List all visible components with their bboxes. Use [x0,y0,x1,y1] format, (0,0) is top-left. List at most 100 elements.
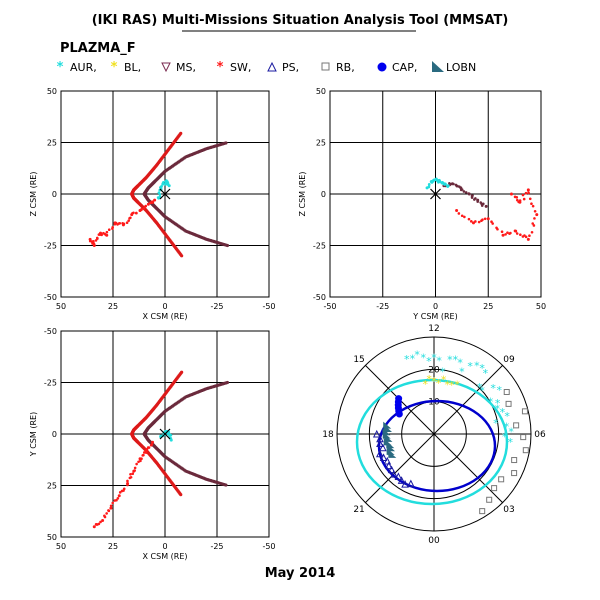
orbit-point [158,195,162,198]
orbit-point [140,208,143,212]
orbit-point [122,487,126,491]
orbit-point [146,202,150,206]
orbit-point [463,215,466,219]
orbit-point [524,235,528,239]
y-tick-label: -25 [44,379,57,388]
y-tick-label: -50 [44,293,57,302]
ps-marker [379,443,387,452]
orbit-point [133,469,136,472]
bl-marker: * [422,378,428,391]
y-tick-label: 0 [52,430,57,439]
rb-marker [491,485,498,492]
orbit-point [491,222,494,225]
bl-marker: * [431,375,437,388]
y-tick-label: 0 [321,190,326,199]
orbit-point [103,514,106,518]
orbit-point [467,217,471,221]
x-axis-title: X CSM (RE) [143,312,188,321]
orbit-point [107,509,110,512]
magnetopause-point [224,141,228,145]
rb-marker [486,496,493,503]
x-tick-label: -50 [262,542,275,551]
orbit-point [118,491,122,494]
cap-marker [395,395,403,403]
x-tick-label: -50 [323,302,336,311]
ps-marker [372,429,381,438]
orbit-point [530,202,533,206]
orbit-point [129,475,133,479]
orbit-point [105,230,109,234]
mlt-label: 09 [503,355,515,365]
bl-marker: * [449,379,455,392]
x-tick-label: 25 [108,302,118,311]
xy-panel: 50 25 0 -25 -50 -50 -25 0 25 50 X CSM (RE) Y CSM (R… [29,327,276,561]
orbit-point [160,185,163,188]
ps-marker [376,439,384,448]
auroral-oval [355,378,509,506]
x-tick-label: 50 [56,302,66,311]
orbit-point [438,179,441,183]
cap-boundary [377,399,497,493]
orbit-point [99,520,102,524]
aur-marker: * [483,367,489,380]
orbit-point [496,227,499,231]
polar-spoke [433,365,503,435]
y-tick-label: 25 [47,482,57,491]
legend-marker-5 [321,62,330,71]
y-axis-title: Y CSM (RE) [29,412,38,457]
aur-marker: * [477,381,483,394]
orbit-point [122,222,126,226]
x-tick-label: 50 [56,542,66,551]
orbit-point [481,218,484,222]
orbit-point [522,197,526,201]
x-axis-title: Y CSM (RE) [412,312,457,321]
orbit-point [107,228,111,232]
orbit-point [509,231,512,235]
lobn-marker [384,434,393,442]
ps-marker [407,479,415,488]
legend-marker-2 [161,62,171,73]
aur-marker: * [496,384,502,397]
x-tick-label: -50 [262,302,275,311]
aur-marker: * [420,351,426,364]
orbit-point [153,198,157,202]
orbit-point [142,207,146,210]
earth-marker [159,428,171,440]
orbit-point [125,221,129,225]
bl-marker: * [454,379,460,392]
orbit-point [533,209,537,213]
aur-marker: * [474,359,480,372]
x-tick-label: 0 [162,542,167,551]
rb-marker [503,389,510,396]
lobn-marker [388,450,397,458]
orbit-point [116,497,120,500]
orbit-point [455,208,459,212]
rb-marker [505,400,512,407]
y-tick-label: 0 [52,190,57,199]
orbit-point [462,190,466,193]
x-tick-label: -25 [376,302,389,311]
orbit-point [446,184,450,188]
aur-marker: * [495,397,501,410]
orbit-point [526,237,530,241]
legend-label-2: MS, [176,61,196,74]
radial-label: 10 [428,398,440,408]
orbit-point [500,230,504,234]
rb-marker [479,508,486,515]
orbit-point [515,198,519,202]
ps-marker [384,461,393,470]
orbit-point [443,183,446,186]
x-tick-label: 50 [536,302,546,311]
orbit-point [474,197,477,200]
orbit-point [94,239,98,242]
legend-marker-4 [267,61,277,72]
orbit-point [101,519,105,523]
lobn-marker [383,438,392,446]
bl-marker: * [444,379,450,392]
orbit-point [501,233,505,237]
orbit-point [126,481,130,485]
orbit-point [470,196,474,199]
x-tick-label: -25 [210,302,223,311]
aur-marker: * [508,425,514,438]
orbit-point [504,233,507,236]
